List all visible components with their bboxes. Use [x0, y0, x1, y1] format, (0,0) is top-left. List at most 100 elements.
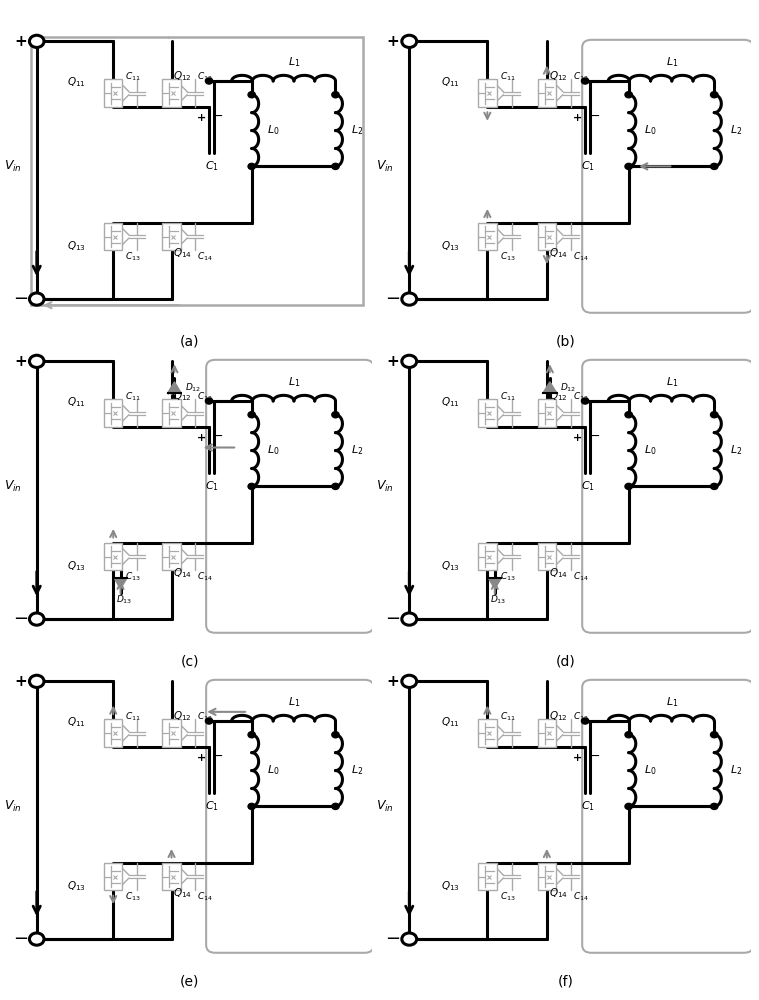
Circle shape [332, 163, 339, 169]
Bar [478, 543, 496, 570]
Text: $D_{12}$: $D_{12}$ [184, 381, 201, 394]
Text: $Q_{13}$: $Q_{13}$ [441, 879, 459, 893]
Text: (b): (b) [556, 334, 575, 348]
Text: +: + [386, 354, 399, 369]
Text: $Q_{11}$: $Q_{11}$ [67, 76, 86, 89]
Text: $C_{13}$: $C_{13}$ [500, 570, 515, 583]
Text: −: − [589, 750, 600, 763]
Text: $C_{12}$: $C_{12}$ [197, 390, 213, 403]
Text: $Q_{12}$: $Q_{12}$ [173, 390, 192, 403]
Circle shape [332, 483, 339, 489]
Text: $C_{13}$: $C_{13}$ [125, 570, 141, 583]
Text: $L_2$: $L_2$ [730, 444, 742, 457]
Text: $L_2$: $L_2$ [730, 124, 742, 137]
Text: −: − [589, 110, 600, 123]
Text: $L_1$: $L_1$ [288, 56, 301, 69]
Text: $C_{14}$: $C_{14}$ [197, 890, 213, 903]
Circle shape [402, 35, 417, 47]
Bar [104, 543, 122, 570]
Text: −: − [385, 930, 400, 948]
Text: +: + [386, 674, 399, 689]
Circle shape [402, 355, 417, 367]
Bar [537, 79, 556, 107]
Text: $L_0$: $L_0$ [267, 764, 279, 777]
Text: $Q_{12}$: $Q_{12}$ [549, 710, 567, 723]
Bar [478, 719, 496, 747]
Text: (c): (c) [181, 654, 199, 668]
Text: $C_{13}$: $C_{13}$ [125, 890, 141, 903]
Bar [537, 223, 556, 250]
Circle shape [30, 675, 44, 687]
Circle shape [710, 732, 718, 738]
Text: +: + [197, 433, 206, 443]
Text: $Q_{14}$: $Q_{14}$ [549, 246, 568, 260]
Bar [162, 223, 181, 250]
Text: +: + [14, 34, 27, 49]
Text: $C_{13}$: $C_{13}$ [500, 890, 515, 903]
Text: $L_0$: $L_0$ [644, 444, 657, 457]
Text: $V_{in}$: $V_{in}$ [4, 159, 22, 174]
Circle shape [710, 803, 718, 809]
Circle shape [402, 933, 417, 945]
Circle shape [581, 78, 589, 84]
Text: $C_{14}$: $C_{14}$ [573, 250, 589, 263]
Text: $Q_{13}$: $Q_{13}$ [67, 879, 86, 893]
Text: $Q_{14}$: $Q_{14}$ [549, 566, 568, 580]
Text: (d): (d) [556, 654, 575, 668]
Text: $Q_{14}$: $Q_{14}$ [173, 566, 192, 580]
Text: $C_{14}$: $C_{14}$ [573, 570, 589, 583]
Text: $C_{12}$: $C_{12}$ [573, 390, 588, 403]
Text: $C_1$: $C_1$ [581, 799, 595, 813]
Text: $L_2$: $L_2$ [351, 764, 363, 777]
Text: $L_1$: $L_1$ [666, 56, 679, 69]
Circle shape [30, 355, 44, 367]
Text: +: + [573, 113, 582, 123]
Text: −: − [13, 930, 28, 948]
Text: $Q_{12}$: $Q_{12}$ [549, 70, 567, 83]
Text: $L_1$: $L_1$ [666, 376, 679, 389]
Circle shape [710, 163, 718, 169]
Circle shape [332, 412, 339, 418]
Circle shape [248, 92, 255, 98]
Bar [537, 543, 556, 570]
Text: $L_1$: $L_1$ [666, 696, 679, 709]
Circle shape [332, 803, 339, 809]
Text: $C_{11}$: $C_{11}$ [125, 390, 141, 403]
Text: $Q_{12}$: $Q_{12}$ [173, 710, 192, 723]
Text: +: + [386, 34, 399, 49]
Circle shape [248, 483, 255, 489]
Text: $Q_{12}$: $Q_{12}$ [173, 70, 192, 83]
Text: −: − [385, 290, 400, 308]
Text: $C_1$: $C_1$ [205, 799, 219, 813]
Text: $C_{13}$: $C_{13}$ [500, 250, 515, 263]
Text: −: − [13, 610, 28, 628]
Circle shape [30, 933, 44, 945]
Text: +: + [197, 113, 206, 123]
Bar [162, 399, 181, 427]
Text: $C_{14}$: $C_{14}$ [573, 890, 589, 903]
Text: $D_{12}$: $D_{12}$ [560, 381, 577, 394]
Text: $Q_{11}$: $Q_{11}$ [441, 76, 459, 89]
Text: (e): (e) [180, 974, 200, 988]
Text: (a): (a) [180, 334, 200, 348]
Text: $L_2$: $L_2$ [351, 124, 363, 137]
Text: $C_1$: $C_1$ [581, 479, 595, 493]
Text: $C_{12}$: $C_{12}$ [573, 710, 588, 723]
Bar [104, 223, 122, 250]
Bar [478, 399, 496, 427]
Circle shape [581, 718, 589, 724]
Text: −: − [213, 750, 223, 763]
Circle shape [402, 675, 417, 687]
Text: $C_{12}$: $C_{12}$ [573, 70, 588, 83]
Text: +: + [14, 354, 27, 369]
Text: $C_1$: $C_1$ [205, 159, 219, 173]
Text: $C_{14}$: $C_{14}$ [197, 250, 213, 263]
Text: $L_0$: $L_0$ [267, 124, 279, 137]
Bar [478, 79, 496, 107]
Bar [478, 863, 496, 890]
Text: +: + [573, 753, 582, 763]
Text: $L_0$: $L_0$ [644, 764, 657, 777]
Text: $C_{11}$: $C_{11}$ [125, 70, 141, 83]
Circle shape [625, 92, 632, 98]
Bar [104, 79, 122, 107]
